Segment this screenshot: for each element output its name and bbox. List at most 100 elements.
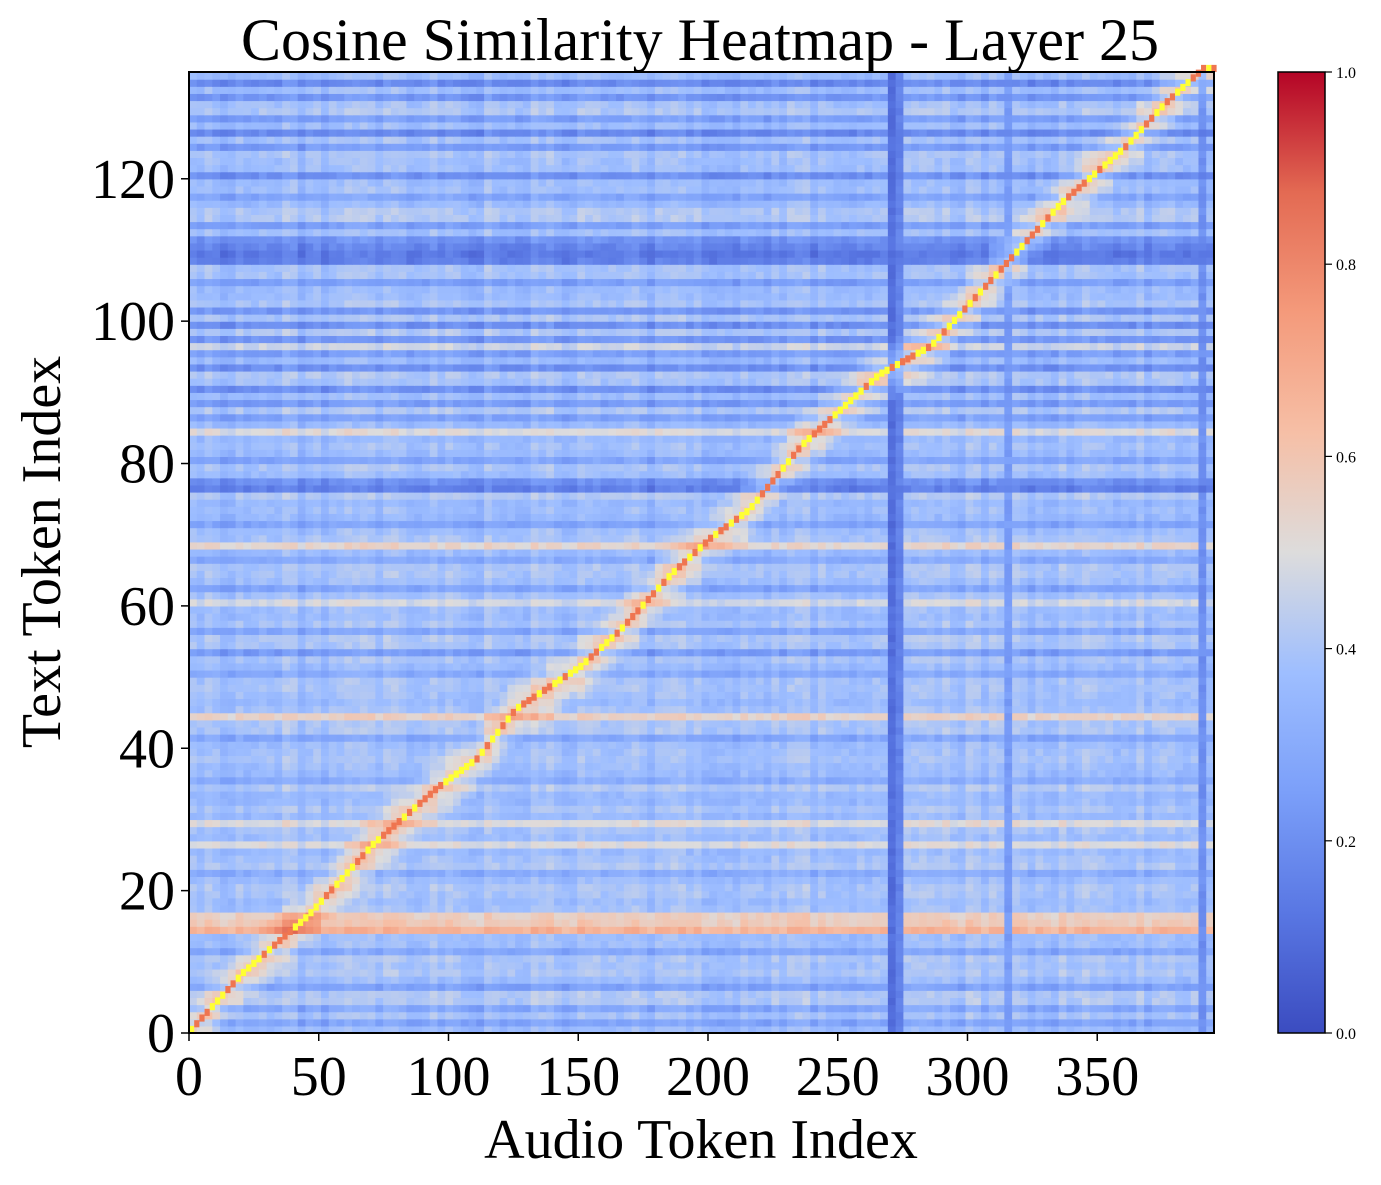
heatmap-cell <box>491 904 501 913</box>
heatmap-cell <box>336 883 345 892</box>
heatmap-cell <box>1105 947 1114 956</box>
heatmap-cell <box>491 947 501 956</box>
heatmap-cell <box>383 1018 392 1027</box>
heatmap-cell <box>592 961 602 970</box>
heatmap-cell <box>212 926 221 934</box>
heatmap-cell <box>631 862 640 870</box>
heatmap-cell <box>1159 819 1169 828</box>
heatmap-cell <box>880 883 889 892</box>
heatmap-cell <box>911 1025 920 1034</box>
heatmap-cell <box>1128 933 1137 942</box>
heatmap-cell <box>654 819 664 828</box>
heatmap-cell <box>359 919 369 927</box>
heatmap-cell <box>903 776 912 785</box>
heatmap-cell <box>592 997 602 1006</box>
heatmap-cell <box>313 933 322 942</box>
heatmap-cell <box>453 976 462 984</box>
heatmap-cell <box>670 826 679 835</box>
heatmap-cell <box>942 783 951 792</box>
heatmap-cell <box>918 869 928 877</box>
heatmap-cell <box>220 1011 229 1020</box>
heatmap-cell <box>1089 890 1099 899</box>
heatmap-cell <box>553 847 563 856</box>
heatmap-cell <box>701 954 710 963</box>
heatmap-cell <box>367 983 376 991</box>
heatmap-cell <box>600 890 609 899</box>
heatmap-cell <box>973 819 982 828</box>
heatmap-cell <box>732 961 741 970</box>
heatmap-cell <box>949 940 959 949</box>
heatmap-cell <box>592 940 602 949</box>
heatmap-cell <box>1089 776 1099 785</box>
heatmap-cell <box>1105 790 1114 799</box>
heatmap-cell <box>577 790 586 799</box>
heatmap-cell <box>647 954 656 963</box>
heatmap-cell <box>639 983 648 991</box>
heatmap-cell <box>949 783 959 792</box>
heatmap-cell <box>973 997 982 1006</box>
heatmap-cell <box>864 954 873 963</box>
heatmap-cell <box>965 855 974 863</box>
heatmap-cell <box>600 926 609 934</box>
heatmap-cell <box>305 769 314 778</box>
heatmap-cell <box>748 976 757 984</box>
heatmap-cell <box>375 762 384 771</box>
heatmap-cell <box>538 904 547 913</box>
heatmap-cell <box>755 926 765 934</box>
heatmap-cell <box>321 961 330 970</box>
heatmap-cell <box>383 897 392 906</box>
heatmap-cell <box>1182 976 1192 984</box>
heatmap-cell <box>988 1018 998 1027</box>
heatmap-cell <box>608 940 617 949</box>
heatmap-cell <box>460 790 470 799</box>
heatmap-cell <box>817 919 827 927</box>
heatmap-cell <box>530 976 540 984</box>
heatmap-cell <box>709 783 718 792</box>
heatmap-cell <box>779 919 788 927</box>
heatmap-cell <box>546 847 555 856</box>
heatmap-cell <box>414 1004 423 1013</box>
heatmap-cell <box>453 926 462 934</box>
heatmap-cell <box>1081 798 1091 806</box>
heatmap-cell <box>282 833 291 842</box>
heatmap-cell <box>724 933 734 942</box>
heatmap-cell <box>1066 1025 1075 1034</box>
heatmap-cell <box>1004 819 1013 828</box>
heatmap-cell <box>973 847 982 856</box>
heatmap-cell <box>398 790 408 799</box>
heatmap-cell <box>212 933 221 942</box>
heatmap-cell <box>973 1004 982 1013</box>
heatmap-cell <box>1043 890 1052 899</box>
heatmap-cell <box>484 805 493 813</box>
heatmap-cell <box>367 762 376 771</box>
heatmap-cell <box>685 926 695 934</box>
heatmap-cell <box>600 762 609 771</box>
heatmap-cell <box>1081 890 1091 899</box>
heatmap-cell <box>553 997 563 1006</box>
heatmap-cell <box>321 1011 330 1020</box>
heatmap-cell <box>732 976 741 984</box>
heatmap-cell <box>748 847 757 856</box>
heatmap-cell <box>499 990 508 999</box>
heatmap-cell <box>258 1011 268 1020</box>
heatmap-cell <box>189 961 198 970</box>
heatmap-cell <box>1074 819 1083 828</box>
heatmap-cell <box>530 805 540 813</box>
heatmap-cell <box>926 762 936 771</box>
heatmap-cell <box>538 940 547 949</box>
heatmap-cell <box>1159 783 1169 792</box>
heatmap-cell <box>740 983 749 991</box>
heatmap-cell <box>639 954 648 963</box>
heatmap-cell <box>817 769 827 778</box>
heatmap-cell <box>561 1004 571 1013</box>
heatmap-cell <box>740 783 749 792</box>
heatmap-cell <box>973 961 982 970</box>
heatmap-cell <box>1012 911 1021 920</box>
heatmap-cell <box>631 968 640 977</box>
heatmap-cell <box>1136 1004 1145 1013</box>
heatmap-cell <box>918 919 928 927</box>
heatmap-cell <box>1120 862 1130 870</box>
heatmap-cell <box>1144 976 1153 984</box>
heatmap-cell <box>763 911 772 920</box>
heatmap-cell <box>934 1025 943 1034</box>
